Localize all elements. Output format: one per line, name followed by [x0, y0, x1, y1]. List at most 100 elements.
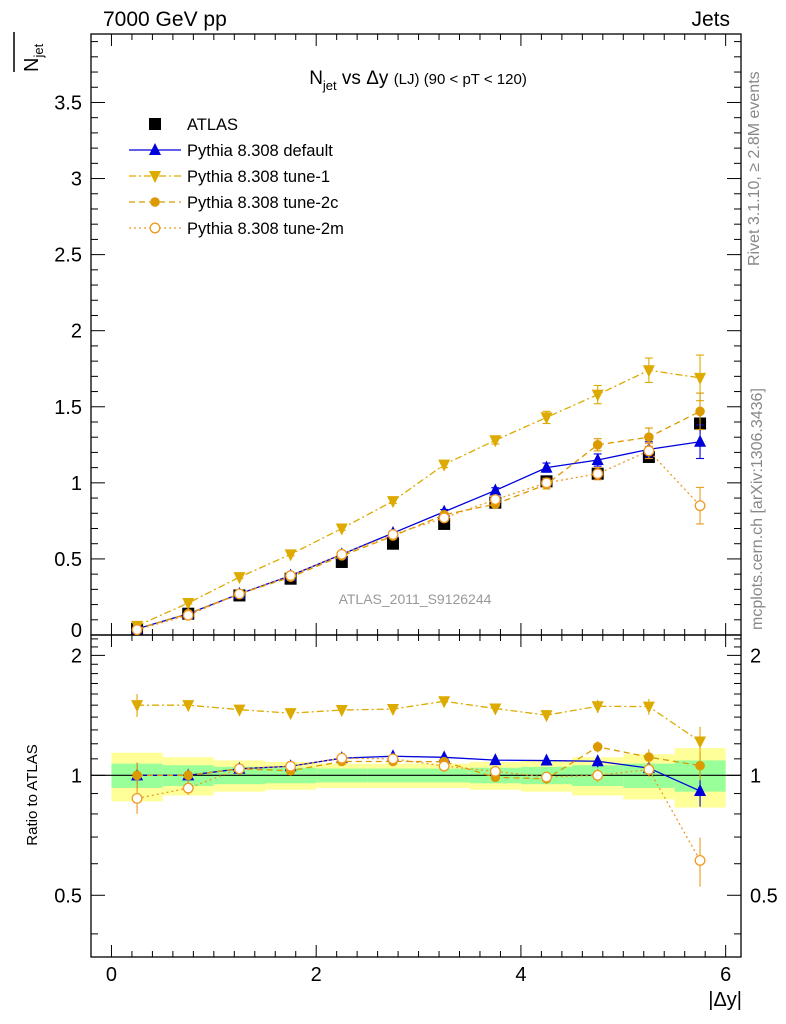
ratio-point — [335, 705, 348, 718]
legend-marker — [149, 222, 161, 234]
y-tick-label: 1 — [71, 473, 82, 495]
series-line — [136, 369, 701, 627]
ratio-point — [387, 753, 399, 765]
legend-label: Pythia 8.308 tune-2c — [187, 194, 338, 212]
series-point — [591, 453, 604, 466]
axes: 0 2 4 6 0 0.5 1 1.5 2 2.5 3 3.5 0.5 0.5 1 1 2 2 — [54, 33, 778, 986]
title-small: (LJ) (90 < pT < 120) — [394, 71, 527, 88]
series-point — [540, 412, 553, 425]
ratio-y-axis-label: Ratio to ATLAS — [24, 744, 41, 845]
legend-label: Pythia 8.308 tune-2m — [187, 220, 344, 238]
y-tick-label: 3 — [71, 169, 82, 191]
legend: ATLAS Pythia 8.308 default Pythia 8.308 tu… — [129, 116, 344, 238]
series-point — [233, 572, 246, 585]
series-line — [136, 410, 701, 630]
series-point — [643, 445, 655, 457]
series-line — [136, 450, 701, 631]
series-point — [489, 435, 502, 448]
ratio-frame — [90, 634, 742, 958]
ratio-point — [591, 754, 604, 767]
series-1 — [131, 354, 707, 758]
ylabel-sub: jet — [31, 43, 46, 58]
ylabel-main: N — [21, 58, 43, 72]
series-point — [284, 549, 297, 562]
series-point — [182, 598, 195, 611]
series-point — [694, 372, 707, 385]
y-tick-label: 0.5 — [54, 549, 82, 571]
y-tick-label: 2 — [71, 321, 82, 343]
ratio-point — [182, 782, 194, 794]
series-point — [438, 459, 451, 472]
ratio-point — [132, 770, 142, 781]
ratio-point — [489, 765, 501, 777]
legend-label: ATLAS — [187, 116, 238, 134]
title-sub: jet — [322, 78, 337, 93]
x-tick-label: 6 — [720, 964, 731, 986]
ratio-point — [694, 854, 706, 866]
ratio-line — [137, 746, 701, 780]
ratio-point — [642, 701, 655, 714]
ratio-tick-label-right: 2 — [750, 645, 761, 667]
series-point — [592, 440, 603, 450]
series-point — [489, 483, 502, 496]
series-point — [285, 570, 297, 582]
ratio-point — [540, 710, 553, 723]
ratio-line — [137, 700, 701, 743]
y-tick-label: 3.5 — [54, 92, 82, 114]
series-point — [438, 512, 450, 524]
ratio-point — [694, 783, 707, 796]
series-point — [644, 432, 654, 443]
x-tick-label: 4 — [515, 964, 526, 986]
main-title: Njet vs Δy (LJ) (90 < pT < 120) — [309, 68, 527, 93]
series-point — [540, 460, 553, 473]
ratio-point — [592, 769, 604, 781]
series-point — [489, 494, 501, 506]
header-right: Jets — [691, 8, 730, 31]
ratio-point — [285, 760, 297, 772]
ratio-tick-label-right: 0.5 — [750, 885, 778, 907]
watermark: ATLAS_2011_S9126244 — [339, 591, 492, 607]
title-rest: vs Δy — [337, 68, 394, 89]
series-point — [694, 434, 707, 447]
series-3 — [131, 442, 706, 887]
ratio-point — [336, 752, 348, 764]
y-axis-label: Njet — [21, 43, 46, 72]
series-point — [335, 523, 348, 536]
series-point — [336, 548, 348, 560]
ratio-point — [284, 708, 297, 721]
ratio-point — [233, 704, 246, 717]
legend-marker — [149, 171, 161, 183]
data-point — [386, 537, 399, 550]
series-point — [182, 609, 194, 621]
ratio-point — [591, 701, 604, 714]
ratio-tick-label-left: 2 — [71, 645, 82, 667]
ratio-point — [540, 753, 553, 766]
rivet-label: Rivet 3.1.10, ≥ 2.8M events — [746, 71, 763, 266]
series-point — [592, 468, 604, 480]
header-left: 7000 GeV pp — [103, 8, 227, 31]
ratio-point — [183, 770, 194, 781]
y-tick-label: 0 — [71, 620, 82, 642]
title-main: N — [309, 68, 323, 89]
ratio-point — [386, 704, 399, 717]
legend-marker — [149, 143, 161, 155]
ratio-point — [438, 696, 451, 709]
ratio-tick-label-right: 1 — [750, 765, 761, 787]
mcplots-label: mcplots.cern.ch [arXiv:1306.3436] — [749, 388, 766, 630]
ratio-point — [233, 763, 245, 775]
series-point — [694, 500, 706, 512]
series-point — [695, 406, 705, 417]
series-point — [642, 365, 655, 378]
ratio-point — [592, 741, 603, 752]
ratio-point — [694, 736, 707, 749]
legend-marker — [150, 197, 160, 207]
series-point — [131, 624, 143, 636]
ratio-point — [489, 753, 502, 766]
ratio-tick-label-left: 0.5 — [54, 885, 82, 907]
series-point — [387, 529, 399, 541]
series-layer — [131, 354, 707, 887]
x-tick-label: 0 — [106, 964, 117, 986]
y-tick-label: 2.5 — [54, 245, 82, 267]
x-axis-label: |Δy| — [708, 989, 742, 1011]
